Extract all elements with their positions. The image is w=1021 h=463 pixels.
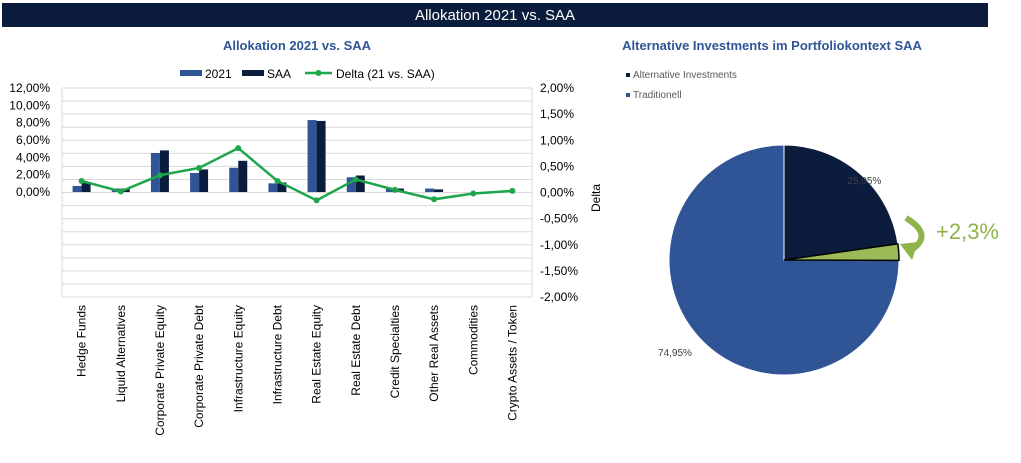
delta-point — [391, 186, 398, 193]
x-tick-label: Real Estate Debt — [349, 304, 363, 395]
x-tick-label: Infrastructure Equity — [231, 305, 245, 412]
bar-2021 — [150, 153, 160, 192]
y-left-tick-label: 2,00% — [16, 168, 50, 182]
x-tick-label: Infrastructure Debt — [270, 304, 284, 404]
x-tick-label: Corporate Private Debt — [192, 304, 206, 427]
y-left-tick-label: 10,00% — [9, 98, 50, 112]
pie-label-alt: 25,05% — [847, 176, 881, 187]
delta-point — [313, 197, 320, 204]
y-left-tick-label: 0,00% — [16, 185, 50, 199]
bar-saa — [238, 160, 248, 192]
y-right-tick-label: 1,00% — [540, 133, 574, 147]
bar-2021 — [268, 183, 278, 192]
y-left-tick-label: 6,00% — [16, 133, 50, 147]
bar-2021 — [346, 177, 356, 192]
legend-label-delta: Delta (21 vs. SAA) — [336, 67, 435, 81]
x-tick-label: Hedge Funds — [75, 305, 89, 377]
bar-saa — [81, 182, 91, 192]
pie-label-trad: 74,95% — [658, 348, 692, 359]
y-right-tick-label: -0,50% — [540, 212, 578, 226]
bar-2021 — [72, 185, 82, 192]
delta-line — [81, 146, 513, 202]
y-left-tick-label: 12,00% — [9, 81, 50, 95]
legend-marker-delta — [315, 70, 322, 76]
highlight-label: +2,3% — [936, 219, 999, 244]
header-banner: Allokation 2021 vs. SAA — [2, 3, 988, 27]
pie-slice-alternative-investments — [783, 144, 899, 261]
legend-label-saa: SAA — [267, 67, 291, 81]
bar-2021 — [190, 172, 200, 192]
bar-saa — [434, 189, 444, 192]
legend-label-2021: 2021 — [205, 67, 232, 81]
delta-point — [117, 188, 124, 195]
allocation-combo-chart: Allokation 2021 vs. SAA 12,00% 10,00% 8,00%… — [9, 38, 603, 436]
delta-point — [431, 196, 438, 203]
y-right-tick-label: 1,50% — [540, 107, 574, 121]
delta-point — [156, 172, 163, 179]
legend-swatch-saa — [242, 70, 264, 76]
banner-title: Allokation 2021 vs. SAA — [414, 6, 576, 24]
bar-2021 — [229, 167, 239, 192]
y-right-tick-label: -2,00% — [540, 290, 578, 304]
y-right-tick-label: 2,00% — [540, 81, 574, 95]
arrow-head-icon — [900, 242, 918, 260]
y-right-tick-label: 0,00% — [540, 186, 574, 200]
bar-saa — [199, 169, 209, 192]
legend-swatch-2021 — [180, 70, 202, 76]
delta-point — [196, 164, 203, 171]
bar-saa — [355, 175, 365, 192]
bar-2021 — [385, 188, 395, 192]
x-tick-label: Crypto Assets / Token — [505, 305, 519, 421]
delta-point — [235, 145, 242, 152]
bar-2021 — [425, 188, 435, 192]
bar-saa — [159, 150, 169, 192]
y-right-tick-label: -1,00% — [540, 238, 578, 252]
bar-2021 — [307, 120, 317, 192]
y-left-tick-label: 4,00% — [16, 150, 50, 164]
x-tick-label: Other Real Assets — [427, 305, 441, 402]
legend-label: Traditionell — [633, 90, 682, 101]
legend-swatch — [626, 73, 630, 77]
y-right-axis-label: Delta — [589, 184, 603, 212]
legend-label: Alternative Investments — [633, 70, 737, 81]
pie-slice-traditionell — [668, 144, 900, 376]
x-tick-label: Corporate Private Equity — [153, 305, 167, 436]
bar-saa — [316, 120, 326, 192]
delta-point — [274, 178, 281, 185]
bar-saa — [277, 182, 287, 192]
x-tick-label: Liquid Alternatives — [114, 305, 128, 402]
y-left-tick-label: 8,00% — [16, 116, 50, 130]
x-tick-label: Credit Specialties — [388, 305, 402, 398]
left-chart-title: Allokation 2021 vs. SAA — [223, 38, 372, 53]
y-right-tick-label: 0,50% — [540, 159, 574, 173]
right-chart-title: Alternative Investments im Portfoliokont… — [622, 38, 922, 53]
delta-point — [78, 178, 85, 185]
delta-point — [509, 187, 516, 194]
delta-point — [352, 176, 359, 183]
delta-point — [470, 190, 477, 197]
y-right-tick-label: -1,50% — [540, 264, 578, 278]
legend-swatch — [626, 93, 630, 97]
portfolio-pie-chart: Alternative Investments im Portfoliokont… — [622, 38, 999, 376]
x-tick-label: Real Estate Equity — [310, 305, 324, 404]
pie-slice-highlight — [783, 242, 900, 262]
x-tick-label: Commodities — [466, 305, 480, 375]
